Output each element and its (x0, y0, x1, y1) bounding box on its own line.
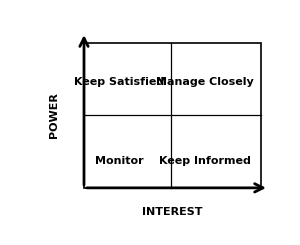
Text: POWER: POWER (49, 92, 59, 138)
Text: INTEREST: INTEREST (142, 207, 202, 217)
Text: Keep Informed: Keep Informed (159, 157, 251, 166)
Text: Monitor: Monitor (94, 157, 143, 166)
Text: Keep Satisfied: Keep Satisfied (74, 77, 164, 87)
Text: Manage Closely: Manage Closely (156, 77, 254, 87)
Bar (84, 43, 261, 188)
